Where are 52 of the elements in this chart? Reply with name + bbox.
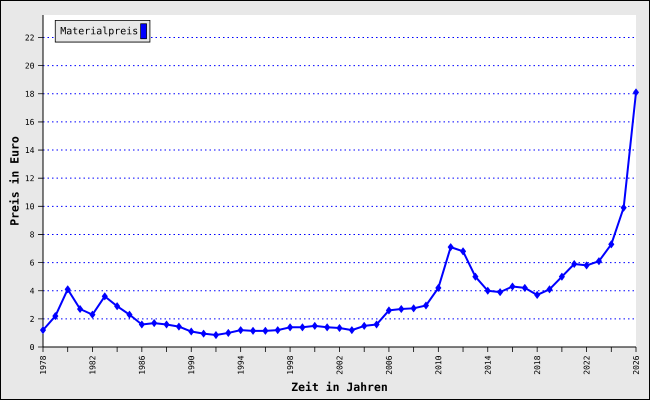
point xyxy=(64,285,71,294)
point xyxy=(176,322,182,331)
point xyxy=(534,291,540,299)
point xyxy=(102,292,108,300)
point xyxy=(509,282,516,290)
point xyxy=(448,243,454,252)
point xyxy=(348,326,355,334)
point xyxy=(398,305,404,313)
point xyxy=(435,284,442,292)
point xyxy=(336,324,343,332)
point xyxy=(52,312,58,320)
point xyxy=(164,320,170,328)
point xyxy=(522,284,528,292)
point xyxy=(138,320,145,328)
point xyxy=(151,319,158,327)
point xyxy=(287,323,294,332)
point xyxy=(422,302,429,310)
point xyxy=(620,204,627,212)
point xyxy=(188,328,194,336)
point xyxy=(77,305,84,313)
point xyxy=(571,260,578,268)
point xyxy=(410,304,417,312)
point xyxy=(324,323,330,332)
point xyxy=(225,329,232,337)
point xyxy=(200,330,207,338)
point xyxy=(386,306,392,314)
y-axis-title: Preis in Euro xyxy=(9,136,19,225)
point xyxy=(250,326,256,335)
point xyxy=(558,272,565,281)
point xyxy=(361,322,368,330)
point xyxy=(608,240,614,248)
legend-label: Materialpreis xyxy=(60,26,138,36)
point xyxy=(312,322,318,330)
point xyxy=(584,262,590,270)
point xyxy=(472,272,478,281)
point xyxy=(596,257,602,266)
point xyxy=(114,302,120,310)
point xyxy=(262,326,268,335)
point xyxy=(212,331,219,339)
point xyxy=(484,286,491,295)
point xyxy=(460,247,466,256)
point xyxy=(238,326,244,334)
point xyxy=(126,310,132,319)
point xyxy=(546,285,553,294)
x-axis-title: Zeit in Jahren xyxy=(292,382,387,392)
point xyxy=(374,320,380,328)
point xyxy=(299,323,306,332)
point xyxy=(633,88,640,96)
point xyxy=(40,326,46,334)
point xyxy=(497,288,504,296)
point xyxy=(89,310,96,319)
point xyxy=(274,326,281,334)
